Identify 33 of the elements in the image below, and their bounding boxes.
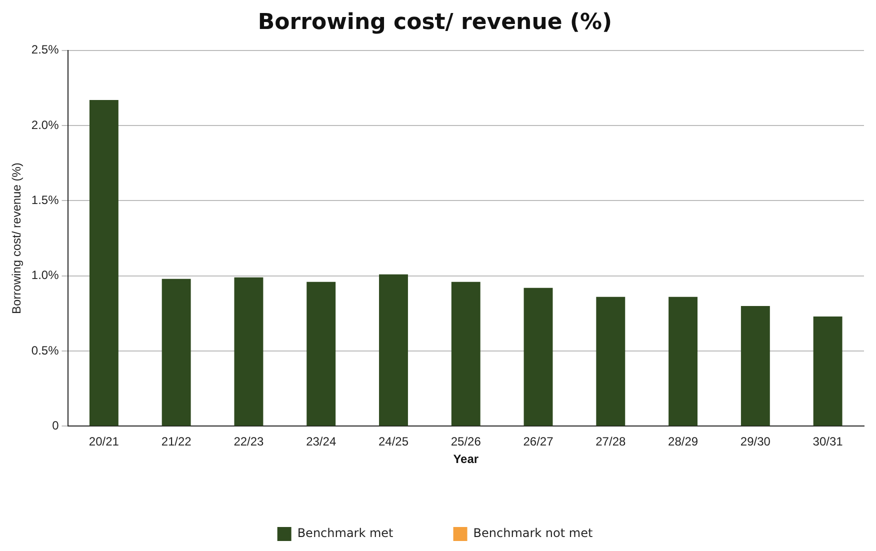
y-tick-label: 2.0% (31, 118, 60, 132)
y-tick-label: 1.5% (31, 193, 60, 208)
x-tick-label: 20/21 (88, 434, 120, 449)
x-tick-label: 24/25 (378, 434, 409, 449)
legend-label: Benchmark met (297, 526, 394, 540)
y-tick-label: 2.5% (31, 42, 60, 57)
y-axis-title: Borrowing cost/ revenue (%) (10, 162, 24, 314)
x-tick-label: 21/22 (161, 434, 192, 449)
x-tick-label: 30/31 (812, 434, 844, 449)
x-tick-label: 25/26 (450, 434, 482, 449)
y-tick-label: 1.0% (31, 268, 60, 282)
x-tick-label: 28/29 (668, 434, 698, 449)
x-tick-label: 26/27 (523, 434, 554, 449)
bar (379, 274, 408, 426)
bar (740, 306, 770, 426)
y-tick-label: 0.5% (31, 343, 60, 358)
chart-title: Borrowing cost/ revenue (%) (258, 10, 612, 35)
x-axis-title: Year (453, 452, 479, 466)
x-tick-label: 29/30 (740, 434, 771, 449)
bar (89, 100, 118, 426)
bar (596, 296, 626, 426)
bar (234, 277, 264, 426)
bar (306, 282, 336, 426)
x-tick-label: 23/24 (306, 434, 336, 449)
bar (813, 316, 842, 426)
legend-label: Benchmark not met (473, 526, 593, 540)
bar (524, 288, 553, 426)
x-tick-label: 22/23 (234, 434, 264, 449)
y-tick-label: 0 (52, 418, 60, 433)
bar (162, 278, 191, 426)
bar (668, 296, 698, 426)
x-tick-label: 27/28 (596, 434, 626, 449)
bar (451, 282, 480, 426)
